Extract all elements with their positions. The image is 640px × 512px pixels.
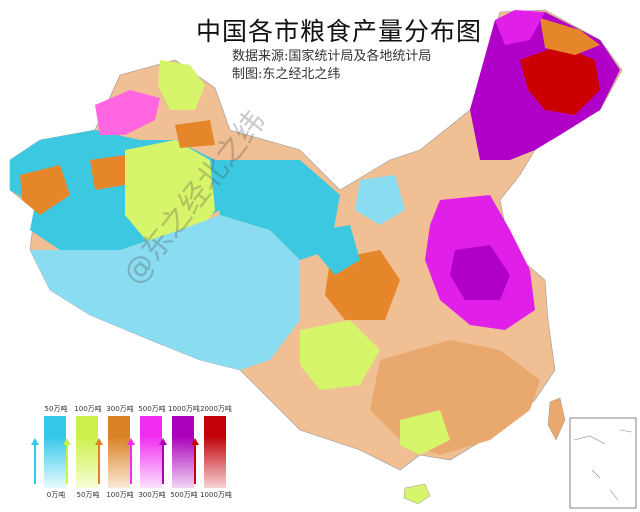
region-aksu-orange: [90, 155, 125, 190]
legend-lower-label: 1000万吨: [200, 491, 232, 499]
region-henan-purple: [450, 245, 510, 300]
region-kashgar-orange: [20, 165, 70, 215]
region-qinghai-cyan: [215, 160, 340, 260]
arrow-up-icon: [191, 438, 199, 484]
legend-upper-label: 100万吨: [74, 405, 102, 413]
legend-lower-label: 50万吨: [76, 491, 100, 499]
hainan-island: [403, 483, 431, 505]
region-central-cyan-patch: [355, 175, 405, 225]
legend-item: 300万吨 100万吨: [95, 404, 134, 500]
arrow-up-icon: [127, 438, 135, 484]
data-source-text: 数据来源:国家统计局及各地统计局: [232, 49, 432, 64]
legend-color-bar: [44, 416, 66, 488]
legend-color-bar: [172, 416, 194, 488]
legend-lower-label: 100万吨: [106, 491, 134, 499]
legend-color-bar: [108, 416, 130, 488]
legend-item: 50万吨 0万吨: [31, 404, 70, 500]
map-title: 中国各市粮食产量分布图: [196, 17, 483, 46]
legend-color-bar: [76, 416, 98, 488]
region-heilongjiang-red: [520, 45, 600, 115]
region-northeast-orange: [540, 18, 600, 55]
legend-upper-label: 50万吨: [44, 405, 68, 413]
region-xinjiang-yellowgreen: [125, 140, 215, 250]
legend-upper-label: 2000万吨: [200, 405, 232, 413]
region-ili-pink: [95, 90, 160, 135]
region-tibet-lightcyan: [30, 215, 300, 370]
region-gansu-cyan: [318, 225, 360, 275]
arrow-up-icon: [31, 438, 39, 484]
legend-item: 1000万吨 500万吨: [159, 404, 200, 500]
arrow-up-icon: [63, 438, 71, 484]
arrow-up-icon: [95, 438, 103, 484]
legend-upper-label: 1000万吨: [168, 405, 200, 413]
legend-item: 2000万吨 1000万吨: [191, 404, 232, 500]
legend-upper-label: 500万吨: [138, 405, 166, 413]
region-south-yellowgreen: [300, 320, 380, 390]
region-north-yellowgreen: [158, 60, 205, 110]
legend-color-bar: [204, 416, 226, 488]
legend-lower-label: 0万吨: [46, 491, 66, 499]
legend-item: 100万吨 50万吨: [63, 404, 102, 500]
legend-lower-label: 300万吨: [138, 491, 166, 499]
region-altay-orange: [175, 120, 215, 148]
region-guangxi-yellowgreen: [400, 410, 450, 455]
legend-color-bar: [140, 416, 162, 488]
legend-upper-label: 300万吨: [106, 405, 134, 413]
legend-lower-label: 500万吨: [170, 491, 198, 499]
south-china-sea-inset: [569, 417, 637, 509]
taiwan-island: [547, 397, 566, 441]
legend-item: 500万吨 300万吨: [127, 404, 166, 500]
author-credit: 制图:东之经北之纬: [232, 67, 341, 82]
inset-coastline: [573, 429, 633, 501]
region-northeast-magenta: [495, 10, 545, 45]
arrow-up-icon: [159, 438, 167, 484]
